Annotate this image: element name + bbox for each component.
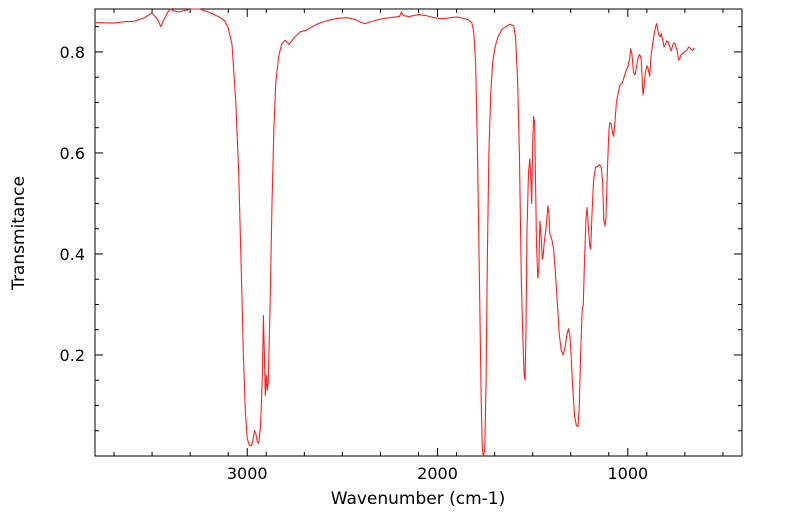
plot-layer — [94, 8, 695, 457]
x-tick-label: 3000 — [227, 464, 268, 483]
spectrum-line — [94, 8, 695, 457]
y-axis-title: Transmitance — [9, 176, 29, 291]
y-tick-label: 0.2 — [60, 346, 85, 365]
y-tick-label: 0.4 — [60, 245, 85, 264]
x-tick-label: 1000 — [607, 464, 648, 483]
x-axis-title: Wavenumber (cm-1) — [331, 489, 506, 509]
labels-layer: 3000 2000 1000 0.2 0.4 0.6 0.8 — [60, 43, 649, 483]
y-tick-label: 0.6 — [60, 144, 85, 163]
x-tick-label: 2000 — [417, 464, 458, 483]
y-tick-label: 0.8 — [60, 43, 85, 62]
